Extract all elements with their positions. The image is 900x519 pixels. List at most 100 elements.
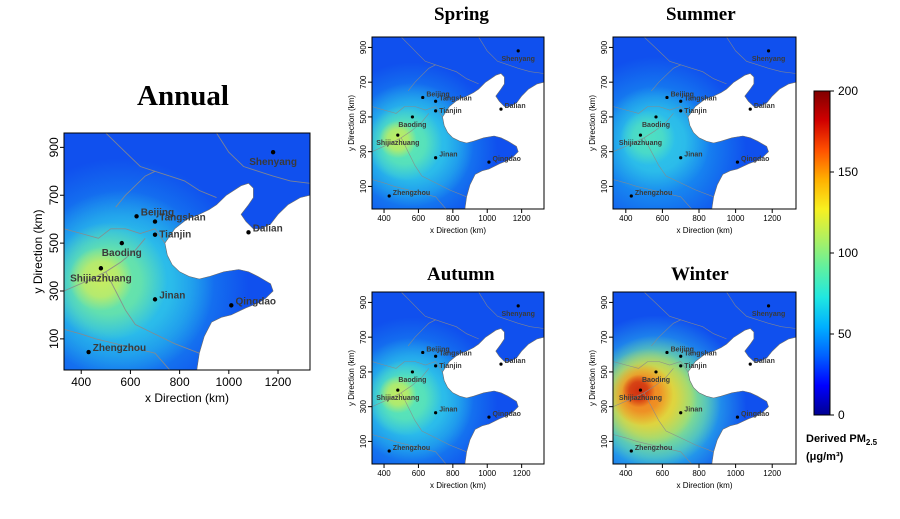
y-tick-label: 100: [600, 179, 609, 193]
city-label-baoding: Baoding: [642, 122, 670, 129]
y-tick-label: 700: [359, 330, 368, 344]
city-marker: [410, 370, 415, 374]
city-label-tangshan: Tangshan: [684, 350, 717, 357]
city-marker: [246, 230, 251, 235]
city-marker: [499, 107, 503, 111]
x-tick-label: 1200: [763, 469, 781, 478]
y-tick-label: 300: [359, 399, 368, 413]
city-marker: [638, 133, 643, 137]
city-label-beijing: Beijing: [671, 91, 694, 98]
city-marker: [679, 109, 683, 113]
city-label-dalian: Dalian: [253, 223, 283, 234]
city-label-tianjin: Tianjin: [684, 108, 706, 115]
city-label-shenyang: Shenyang: [249, 157, 297, 168]
x-tick-label: 1200: [763, 214, 781, 223]
city-label-tangshan: Tangshan: [439, 95, 472, 102]
city-marker: [679, 99, 683, 103]
plot-frame: [371, 36, 545, 210]
map-panel-annual: 400 600 800 1000 1200 100 300 500 700 900 x Direct…: [31, 132, 311, 405]
city-marker: [396, 133, 400, 137]
y-tick-label: 500: [600, 110, 609, 124]
province-boundaries: [64, 133, 310, 370]
city-marker: [86, 349, 91, 355]
city-label-tangshan: Tangshan: [684, 95, 717, 102]
x-tick-label: 600: [656, 469, 670, 478]
colorbar-tick-label: 200: [838, 84, 858, 98]
title-summer: Summer: [666, 4, 736, 25]
city-marker: [229, 303, 234, 308]
city-marker: [152, 232, 158, 237]
city-marker: [421, 350, 425, 355]
city-marker: [152, 219, 158, 224]
province-boundaries: [372, 292, 544, 464]
y-tick-label: 900: [600, 40, 609, 54]
city-marker: [487, 415, 491, 419]
x-axis-label: x Direction (km): [676, 481, 732, 490]
y-tick-label: 100: [600, 434, 609, 448]
city-marker: [387, 449, 391, 453]
x-tick-label: 400: [619, 214, 633, 223]
map-panel-spring: 400 600 800 1000 1200 100 300 500 700 900 x Direct…: [347, 36, 545, 235]
x-tick-label: 800: [692, 214, 706, 223]
y-tick-label: 900: [359, 40, 368, 54]
y-tick-label: 300: [600, 399, 609, 413]
city-marker: [396, 388, 400, 392]
y-tick-label: 700: [47, 185, 61, 205]
x-tick-label: 400: [71, 375, 91, 389]
city-marker: [434, 411, 438, 415]
colorbar-tick-label: 100: [838, 246, 858, 260]
x-tick-label: 1200: [265, 375, 292, 389]
city-label-baoding: Baoding: [398, 122, 426, 129]
y-axis-label: y Direction (km): [347, 350, 356, 406]
x-axis-label: x Direction (km): [145, 391, 229, 405]
city-label-beijing: Beijing: [671, 346, 694, 353]
city-marker: [748, 107, 752, 111]
city-marker: [629, 194, 633, 198]
title-annual: Annual: [137, 80, 229, 112]
map-panel-autumn: 400 600 800 1000 1200 100 300 500 700 900 x Direct…: [347, 291, 545, 490]
x-tick-label: 400: [619, 469, 633, 478]
plot-frame: [612, 36, 797, 210]
city-label-shenyang: Shenyang: [501, 311, 534, 318]
city-label-qingdao: Qingdao: [493, 156, 521, 163]
city-label-qingdao: Qingdao: [493, 411, 521, 418]
x-tick-label: 800: [170, 375, 190, 389]
colorbar-ramp: [813, 90, 831, 416]
city-marker: [487, 160, 491, 164]
city-label-zhengzhou: Zhengzhou: [393, 190, 430, 197]
y-tick-label: 300: [359, 144, 368, 158]
city-label-tianjin: Tianjin: [439, 363, 461, 370]
city-marker: [434, 109, 438, 113]
city-marker: [434, 354, 438, 358]
city-marker: [434, 156, 438, 160]
map-panel-winter: 400 600 800 1000 1200 100 300 500 700 900 x Direct…: [588, 291, 797, 490]
plot-frame: [371, 291, 545, 465]
title-autumn: Autumn: [427, 264, 495, 285]
x-axis-label: x Direction (km): [430, 226, 486, 235]
y-tick-label: 900: [47, 137, 61, 157]
city-label-zhengzhou: Zhengzhou: [93, 343, 146, 354]
x-tick-label: 1000: [727, 214, 745, 223]
city-label-beijing: Beijing: [426, 91, 449, 98]
city-marker: [665, 350, 669, 355]
y-tick-label: 500: [359, 365, 368, 379]
city-label-tianjin: Tianjin: [439, 108, 461, 115]
city-label-beijing: Beijing: [141, 207, 174, 218]
x-axis-label: x Direction (km): [676, 226, 732, 235]
city-label-baoding: Baoding: [102, 248, 142, 259]
province-boundaries: [372, 37, 544, 209]
city-marker: [679, 156, 683, 160]
map-panel-summer: 400 600 800 1000 1200 100 300 500 700 900 x Direct…: [588, 36, 797, 235]
city-marker: [654, 370, 658, 374]
city-label-jinan: Jinan: [684, 152, 702, 159]
city-marker: [679, 411, 683, 415]
city-marker: [152, 297, 158, 302]
x-tick-label: 800: [446, 469, 460, 478]
x-tick-label: 1000: [478, 214, 496, 223]
colorbar-tick-label: 150: [838, 165, 858, 179]
y-axis-label: y Direction (km): [588, 350, 597, 406]
colorbar-tick-label: 0: [838, 408, 845, 422]
city-marker: [638, 388, 643, 392]
city-label-shijiazhuang: Shijiazhuang: [376, 395, 419, 402]
city-label-tianjin: Tianjin: [159, 230, 191, 241]
